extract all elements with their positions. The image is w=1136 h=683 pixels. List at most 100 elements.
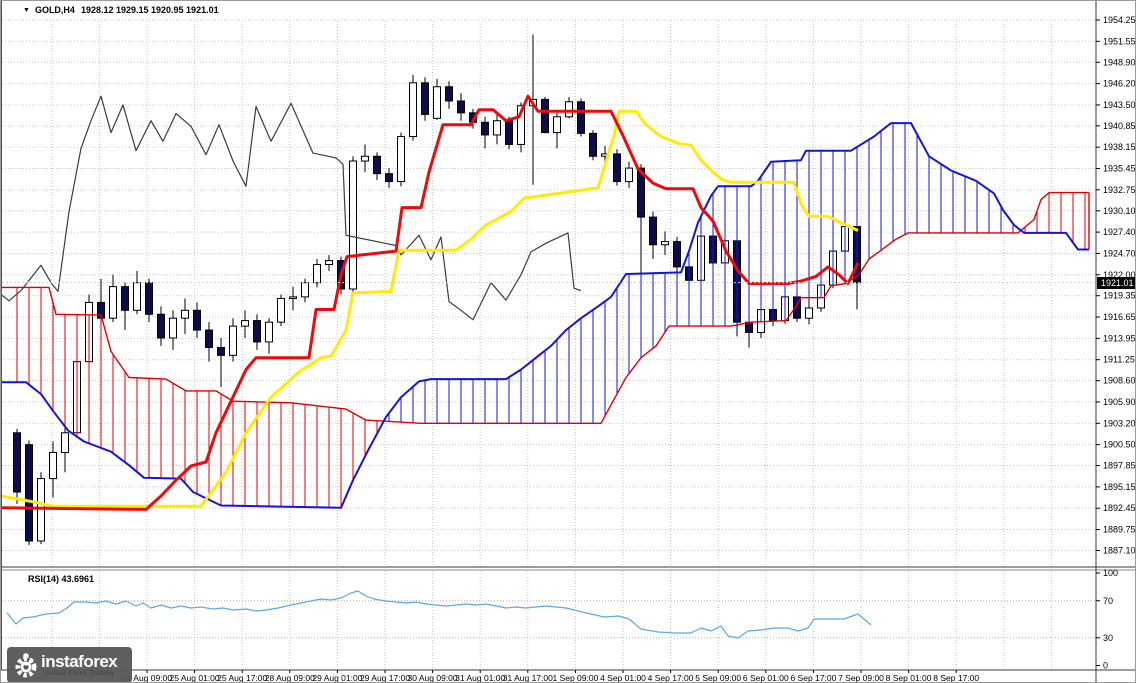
- time-axis-label: 25 Aug 17:00: [217, 673, 267, 683]
- time-axis-label: 25 Aug 01:00: [170, 673, 220, 683]
- candle-body: [541, 98, 549, 134]
- candle-body: [421, 82, 429, 115]
- price-axis-label: 1900.50: [1103, 440, 1136, 450]
- time-axis-label: 29 Aug 01:00: [312, 673, 362, 683]
- rsi-axis-label: 0: [1103, 661, 1108, 671]
- candle-body: [397, 136, 405, 183]
- time-axis-label: 6 Sep 01:00: [743, 673, 789, 683]
- instaforex-gear-icon: [13, 651, 39, 679]
- candle-body: [313, 264, 321, 284]
- price-axis-label: 1927.40: [1103, 227, 1136, 237]
- price-axis-label: 1895.15: [1103, 482, 1136, 492]
- price-axis-label: 1905.90: [1103, 397, 1136, 407]
- price-axis-label: 1889.75: [1103, 525, 1136, 535]
- current-price-tag: 1921.01: [1097, 277, 1135, 289]
- time-axis-label: 4 Sep 17:00: [648, 673, 694, 683]
- rsi-axis-label: 70: [1103, 596, 1113, 606]
- candle-body: [661, 241, 669, 246]
- candle-body: [289, 296, 297, 299]
- price-axis-label: 1916.65: [1103, 312, 1136, 322]
- candle-body: [61, 432, 69, 454]
- candle-body: [577, 101, 585, 134]
- candle-body: [277, 297, 285, 323]
- price-axis-label: 1887.10: [1103, 545, 1136, 555]
- instaforex-watermark: instaforex Instant Forex Trading: [7, 647, 132, 682]
- candle-body: [265, 321, 273, 343]
- price-axis-label: 1903.20: [1103, 418, 1136, 428]
- price-axis-label: 1919.35: [1103, 291, 1136, 301]
- price-axis-label: 1897.85: [1103, 461, 1136, 471]
- price-axis-label: 1892.45: [1103, 503, 1136, 513]
- price-axis-label: 1938.15: [1103, 142, 1136, 152]
- time-axis-label: 31 Aug 17:00: [503, 673, 553, 683]
- candle-body: [457, 100, 465, 114]
- candle-body: [373, 155, 381, 175]
- candle-body: [133, 282, 141, 311]
- candle-body: [481, 121, 489, 136]
- candle-body: [229, 325, 237, 356]
- time-axis-label: 31 Aug 01:00: [455, 673, 505, 683]
- symbol-dropdown-icon[interactable]: ▼: [23, 7, 30, 14]
- candle-body: [553, 116, 561, 134]
- candle-body: [193, 309, 201, 331]
- candle-body: [301, 282, 309, 298]
- time-axis-label: 5 Sep 09:00: [695, 673, 741, 683]
- price-axis-label: 1946.20: [1103, 79, 1136, 89]
- candle-body: [589, 132, 597, 157]
- candle-body: [673, 241, 681, 268]
- price-axis-label: 1935.45: [1103, 164, 1136, 174]
- senkou-span-a: [1, 191, 1089, 424]
- candle-body: [145, 282, 153, 315]
- ohlc-readout: 1928.12 1929.15 1920.95 1921.01: [80, 5, 219, 15]
- tenkan-sen: [1, 94, 860, 511]
- candle-body: [649, 216, 657, 246]
- price-axis-label: 1951.55: [1103, 36, 1136, 46]
- candle-body: [805, 307, 813, 319]
- candle-body: [157, 313, 165, 339]
- candle-body: [445, 86, 453, 102]
- candle-body: [241, 320, 249, 327]
- candle-body: [625, 167, 633, 183]
- rsi-line: [6, 590, 872, 639]
- candle-body: [493, 120, 501, 136]
- price-axis-label: 1943.50: [1103, 100, 1136, 110]
- time-axis-label: 1 Sep 09:00: [552, 673, 598, 683]
- candle-body: [433, 86, 441, 119]
- time-axis-label: 6 Sep 17:00: [790, 673, 836, 683]
- candle-body: [217, 346, 225, 356]
- candle-body: [121, 286, 129, 311]
- rsi-indicator-label: RSI(14) 43.6961: [28, 574, 95, 584]
- watermark-tagline: Instant Forex Trading: [44, 669, 115, 677]
- time-axis-label: 28 Aug 09:00: [265, 673, 315, 683]
- price-axis-label: 1922.00: [1103, 270, 1136, 280]
- candle-body: [637, 167, 645, 218]
- candle-body: [409, 82, 417, 138]
- kijun-sen: [1, 109, 859, 508]
- candle-body: [361, 155, 369, 162]
- price-axis-label: 1930.10: [1103, 206, 1136, 216]
- time-axis-label: 8 Sep 17:00: [933, 673, 979, 683]
- chart-header: ▼ GOLD,H4 1928.12 1929.15 1920.95 1921.01: [23, 5, 219, 15]
- candle-body: [253, 320, 261, 343]
- candle-body: [109, 286, 117, 319]
- time-axis-label: 30 Aug 09:00: [408, 673, 458, 683]
- time-axis-label: 29 Aug 17:00: [360, 673, 410, 683]
- candle-body: [169, 317, 177, 339]
- candle-body: [517, 105, 525, 145]
- candle-body: [385, 173, 393, 183]
- time-axis-label: 8 Sep 01:00: [886, 673, 932, 683]
- price-axis-label: 1913.95: [1103, 333, 1136, 343]
- candle-body: [25, 444, 33, 542]
- price-axis-label: 1924.70: [1103, 248, 1136, 258]
- candle-body: [349, 160, 357, 290]
- senkou-span-b: [1, 122, 1089, 509]
- candle-body: [325, 260, 333, 266]
- price-axis-label: 1932.75: [1103, 185, 1136, 195]
- price-axis-label: 1911.25: [1103, 355, 1135, 365]
- time-axis-label: 4 Sep 01:00: [600, 673, 646, 683]
- symbol-timeframe: GOLD,H4: [34, 5, 75, 15]
- candle-body: [49, 452, 57, 480]
- candle-body: [13, 432, 21, 493]
- rsi-axis-label: 30: [1103, 633, 1113, 643]
